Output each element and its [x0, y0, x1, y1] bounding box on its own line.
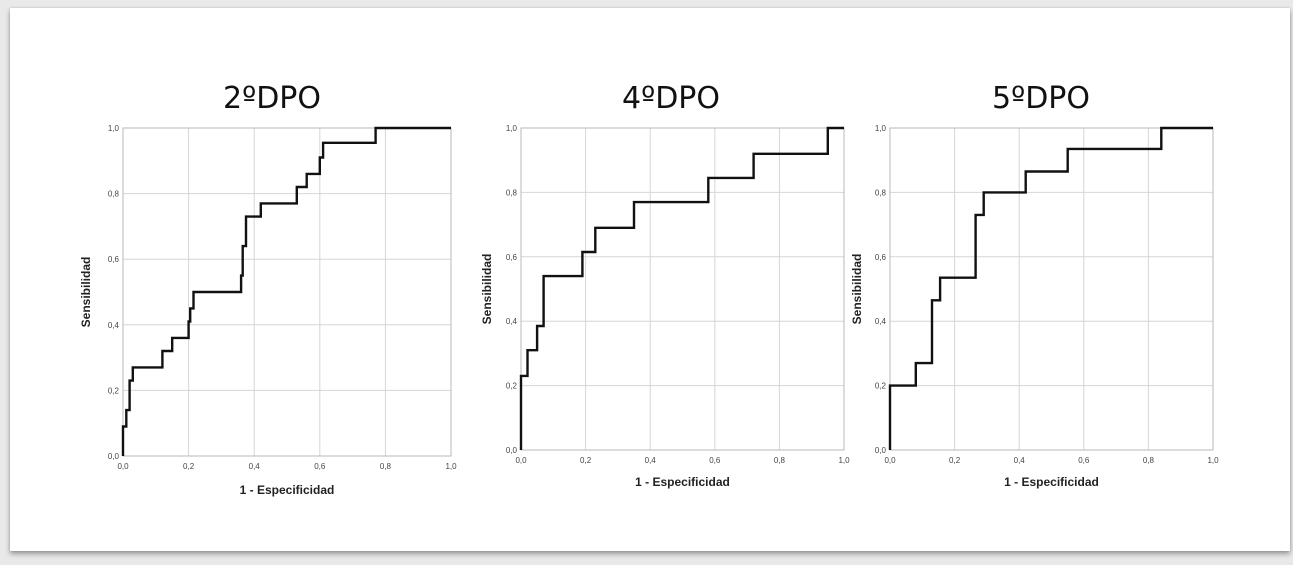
- plot-area-border: [122, 127, 452, 457]
- y-tick-label: 0,6: [506, 253, 518, 262]
- x-tick-label: 0,2: [580, 456, 592, 465]
- x-tick-label: 0,4: [645, 456, 657, 465]
- y-tick-label: 0,4: [108, 321, 120, 330]
- x-axis-label: 1 - Especificidad: [635, 475, 730, 489]
- y-axis-label: Sensibilidad: [850, 254, 864, 325]
- roc-curve-line: [121, 126, 451, 456]
- roc-curve-line: [519, 126, 844, 450]
- y-tick-label: 0,2: [108, 386, 120, 395]
- y-tick-label: 1,0: [506, 124, 518, 133]
- x-tick-label: 0,0: [117, 462, 129, 471]
- plot-area-border: [520, 127, 845, 451]
- roc-panel-1: 0,0 0,2 0,4 0,6 0,8 1,0 0,0 0,2 0,4 0,6 0,8 1,0 2ºDP…: [79, 81, 457, 497]
- chart-title: 2ºDPO: [223, 81, 321, 116]
- x-tick-label: 0,4: [1014, 456, 1026, 465]
- x-tick-label: 0,4: [249, 462, 261, 471]
- x-tick-label: 1,0: [838, 456, 850, 465]
- x-tick-label: 0,6: [314, 462, 326, 471]
- x-tick-label: 0,8: [380, 462, 392, 471]
- roc-panel-2: 0,0 0,2 0,4 0,6 0,8 1,0 0,0 0,2 0,4 0,6 0,8 1,0 4ºDP…: [480, 81, 850, 489]
- x-tick-label: 0,6: [1078, 456, 1090, 465]
- y-tick-label: 0,0: [108, 452, 120, 461]
- x-tick-label: 0,2: [183, 462, 195, 471]
- chart-title: 5ºDPO: [992, 81, 1090, 116]
- y-tick-label: 0,8: [506, 188, 518, 197]
- y-tick-label: 0,2: [506, 382, 518, 391]
- x-tick-label: 0,2: [949, 456, 961, 465]
- y-tick-label: 1,0: [108, 124, 120, 133]
- x-tick-label: 1,0: [1207, 456, 1219, 465]
- roc-curve-line: [888, 126, 1213, 450]
- roc-panel-3: 0,0 0,2 0,4 0,6 0,8 1,0 0,0 0,2 0,4 0,6 0,8 1,0 5ºDP…: [850, 81, 1219, 489]
- y-tick-label: 0,0: [875, 446, 887, 455]
- plot-area-border: [889, 127, 1214, 451]
- x-tick-label: 0,0: [515, 456, 527, 465]
- x-tick-label: 1,0: [445, 462, 457, 471]
- y-tick-label: 0,6: [108, 255, 120, 264]
- x-tick-label: 0,8: [774, 456, 786, 465]
- y-tick-label: 0,0: [506, 446, 518, 455]
- y-tick-label: 0,2: [875, 382, 887, 391]
- y-tick-label: 0,6: [875, 253, 887, 262]
- y-axis-label: Sensibilidad: [79, 257, 93, 328]
- x-axis-label: 1 - Especificidad: [240, 483, 335, 497]
- chart-title: 4ºDPO: [622, 81, 720, 116]
- y-tick-label: 0,4: [875, 317, 887, 326]
- y-tick-label: 0,8: [875, 188, 887, 197]
- x-tick-label: 0,8: [1143, 456, 1155, 465]
- x-axis-label: 1 - Especificidad: [1004, 475, 1099, 489]
- y-tick-label: 0,8: [108, 190, 120, 199]
- y-tick-label: 0,4: [506, 317, 518, 326]
- y-tick-label: 1,0: [875, 124, 887, 133]
- x-tick-label: 0,6: [709, 456, 721, 465]
- x-tick-label: 0,0: [884, 456, 896, 465]
- y-axis-label: Sensibilidad: [480, 254, 494, 325]
